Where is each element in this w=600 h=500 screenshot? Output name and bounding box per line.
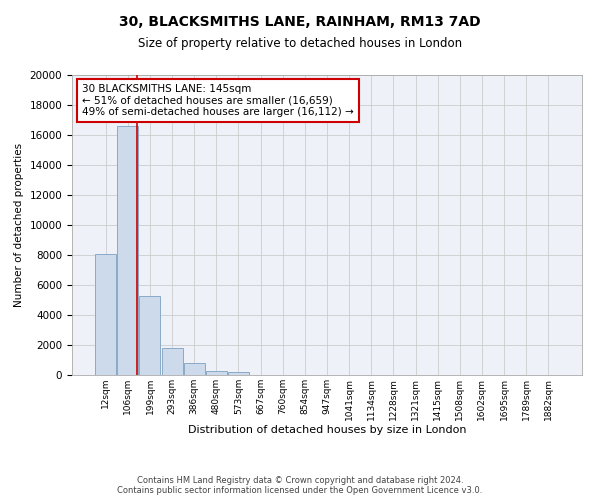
Bar [95, 254, 116, 375]
Bar [139, 296, 160, 375]
Text: Contains HM Land Registry data © Crown copyright and database right 2024.
Contai: Contains HM Land Registry data © Crown c… [118, 476, 482, 495]
Bar [118, 126, 139, 375]
Text: Size of property relative to detached houses in London: Size of property relative to detached ho… [138, 38, 462, 51]
Bar [184, 363, 205, 375]
Bar [206, 370, 227, 375]
Text: 30, BLACKSMITHS LANE, RAINHAM, RM13 7AD: 30, BLACKSMITHS LANE, RAINHAM, RM13 7AD [119, 15, 481, 29]
Y-axis label: Number of detached properties: Number of detached properties [14, 143, 24, 307]
Text: 30 BLACKSMITHS LANE: 145sqm
← 51% of detached houses are smaller (16,659)
49% of: 30 BLACKSMITHS LANE: 145sqm ← 51% of det… [82, 84, 354, 117]
X-axis label: Distribution of detached houses by size in London: Distribution of detached houses by size … [188, 426, 466, 436]
Bar [161, 348, 182, 375]
Bar [228, 372, 249, 375]
